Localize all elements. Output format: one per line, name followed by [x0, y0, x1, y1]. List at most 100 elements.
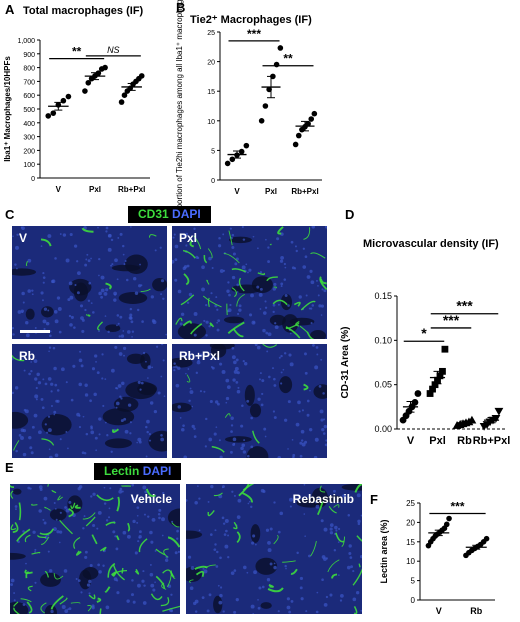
- x-category-label: Rb+Pxl: [291, 187, 318, 196]
- data-point: [138, 73, 145, 79]
- y-axis-label: Lectin area (%): [379, 519, 389, 583]
- panel-c-letter: C: [5, 207, 15, 222]
- data-point: [426, 390, 434, 397]
- data-point: [295, 132, 302, 139]
- x-category-label: Pxl: [429, 435, 446, 447]
- stain-counterstain-label: DAPI: [172, 207, 201, 221]
- data-point: [258, 118, 265, 124]
- micrograph-label: Vehicle: [130, 492, 172, 506]
- y-tick-label: 100: [23, 162, 35, 169]
- data-point: [443, 521, 450, 528]
- y-tick-label: 0: [211, 178, 215, 185]
- x-category-label: Pxl: [265, 187, 277, 196]
- x-category-label: V: [436, 606, 442, 616]
- data-point: [429, 385, 436, 393]
- panel-d-title: Microvascular density (IF): [363, 238, 499, 250]
- y-tick-label: 0.05: [374, 380, 392, 390]
- micrograph-rb-pxl: Rb+Pxl: [172, 344, 327, 458]
- y-tick-label: 20: [406, 518, 415, 527]
- scale-bar: [20, 330, 50, 333]
- significance-label: ***: [450, 499, 464, 513]
- data-point: [311, 110, 318, 117]
- stain-marker-label: Lectin: [104, 464, 140, 478]
- y-tick-label: 0.00: [374, 424, 392, 434]
- y-tick-label: 0: [411, 596, 416, 605]
- y-tick-label: 20: [207, 60, 215, 67]
- micrograph-pxl: Pxl: [172, 226, 327, 339]
- y-tick-label: 700: [23, 79, 35, 86]
- x-category-label: Pxl: [89, 185, 101, 194]
- data-point: [277, 45, 284, 51]
- significance-label: ***: [443, 312, 460, 328]
- x-category-label: Rb+Pxl: [118, 185, 145, 194]
- lectin-micrograph-row: Vehicle Rebastinib: [10, 484, 362, 614]
- y-tick-label: 25: [207, 30, 215, 37]
- y-axis-label: Iba1⁺ Macrophages/10HPFs: [3, 56, 12, 162]
- panel-e-letter: E: [5, 460, 14, 475]
- data-point: [85, 79, 92, 86]
- data-point: [65, 93, 72, 100]
- data-point: [292, 141, 299, 148]
- y-axis-label: CD-31 Area (%): [340, 327, 351, 399]
- y-tick-label: 400: [23, 121, 35, 128]
- data-point: [273, 61, 280, 68]
- micrograph-vehicle: Vehicle: [10, 484, 180, 614]
- data-point: [118, 99, 125, 105]
- y-tick-label: 25: [406, 499, 415, 508]
- y-tick-label: 0.10: [374, 335, 392, 345]
- data-point: [238, 148, 245, 155]
- data-point: [50, 110, 57, 116]
- y-tick-label: 600: [23, 93, 35, 100]
- stain-counterstain-label: DAPI: [142, 464, 172, 478]
- y-tick-label: 900: [23, 52, 35, 59]
- stain-marker-label: CD31: [138, 207, 169, 221]
- y-tick-label: 0: [31, 176, 35, 183]
- y-tick-label: 15: [207, 89, 215, 96]
- significance-label: ***: [247, 27, 261, 41]
- y-tick-label: 10: [406, 557, 415, 566]
- chart-a-total-macrophages: 0 100 200 300 400 500 600 700 800 900 1,000 Iba1⁺ M…: [3, 38, 150, 194]
- data-point: [439, 367, 446, 375]
- x-category-label: V: [407, 435, 415, 447]
- cd31-micrograph-grid: V Pxl Rb Rb+Pxl: [12, 226, 327, 458]
- y-tick-label: 10: [207, 119, 215, 126]
- y-tick-label: 800: [23, 66, 35, 73]
- micrograph-rb: Rb: [12, 344, 167, 458]
- micrograph-label: V: [19, 231, 28, 245]
- x-category-label: V: [234, 187, 240, 196]
- x-category-label: V: [56, 185, 62, 194]
- x-category-label: Rb: [457, 435, 472, 447]
- significance-label: ***: [456, 298, 473, 314]
- significance-label: NS: [107, 45, 120, 55]
- data-point: [441, 345, 449, 353]
- y-tick-label: 500: [23, 107, 35, 114]
- data-point: [121, 92, 128, 98]
- panel-b-letter: B: [176, 0, 186, 15]
- data-point: [224, 160, 231, 167]
- y-tick-label: 5: [211, 148, 215, 155]
- data-point: [494, 407, 504, 416]
- panel-f-letter: F: [370, 492, 378, 507]
- data-point: [414, 390, 422, 397]
- micrograph-label: Rebastinib: [292, 492, 354, 506]
- data-point: [446, 515, 452, 522]
- panel-a-title: Total macrophages (IF): [23, 5, 144, 17]
- data-point: [243, 142, 250, 149]
- panel-d-letter: D: [345, 207, 355, 222]
- data-point: [491, 414, 501, 423]
- panel-a-letter: A: [5, 2, 15, 17]
- micrograph-v: V: [12, 226, 167, 339]
- micrograph-label: Pxl: [179, 231, 198, 245]
- y-axis-label: Proportion of Tie2hi macrophages among a…: [175, 0, 184, 221]
- data-point: [102, 64, 108, 71]
- micrograph-label: Rb+Pxl: [179, 349, 221, 363]
- chart-b-tie2-macrophages: 0 5 10 15 20 25 Proportion of Tie2hi macrophag…: [175, 0, 322, 221]
- chart-f-lectin-area: 0 5 10 15 20 25 Lectin area (%) V Rb ***: [379, 499, 495, 616]
- data-point: [483, 535, 490, 542]
- panel-b-title: Tie2⁺ Macrophages (IF): [190, 14, 312, 26]
- y-tick-label: 1,000: [17, 38, 35, 45]
- data-point: [436, 372, 444, 380]
- data-point: [308, 116, 315, 122]
- data-point: [411, 399, 419, 406]
- y-tick-label: 0.15: [374, 291, 392, 301]
